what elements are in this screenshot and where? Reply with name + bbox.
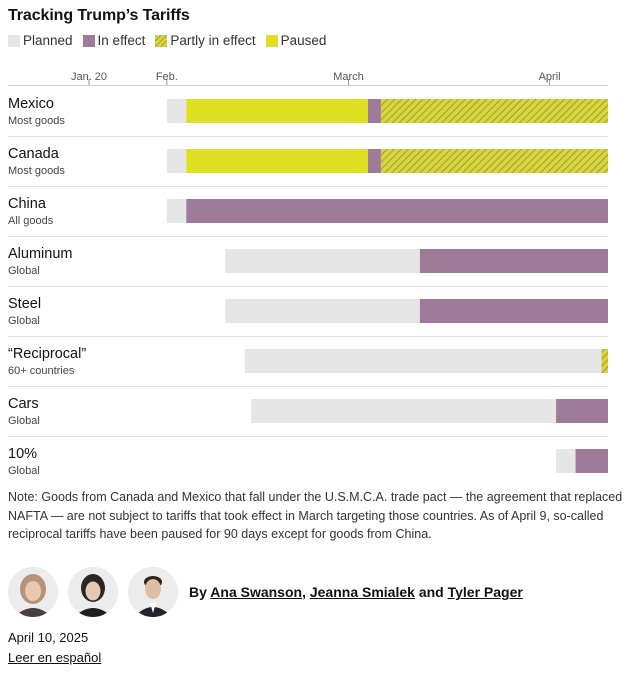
bar-segment-in-effect <box>419 299 608 323</box>
row-label: China <box>8 196 47 212</box>
bar-segment-planned <box>244 349 602 373</box>
row-sublabel: Global <box>8 315 40 327</box>
row-sublabel: Global <box>8 415 40 427</box>
legend-label-planned: Planned <box>23 33 73 48</box>
chart-row: Cars Global <box>8 396 608 437</box>
row-label: Aluminum <box>8 246 72 262</box>
bar-segment-planned <box>225 249 420 273</box>
row-label: Canada <box>8 146 60 162</box>
bar-segment-planned <box>225 299 420 323</box>
row-label: 10% <box>8 446 37 462</box>
bar-segment-partly <box>380 99 608 123</box>
chart-row: China All goods <box>8 196 608 237</box>
byline-separator: , <box>302 584 306 600</box>
bar-segment-planned <box>251 399 557 423</box>
author-link-3[interactable]: Tyler Pager <box>447 584 523 600</box>
chart-rows: Mexico Most goods Canada Most goods China All… <box>8 96 608 477</box>
author-avatar-2[interactable] <box>68 567 118 617</box>
byline-prefix: By <box>189 584 207 600</box>
row-label: “Reciprocal” <box>8 346 86 362</box>
chart-note: Note: Goods from Canada and Mexico that … <box>8 490 623 541</box>
publish-date: April 10, 2025 <box>8 630 89 645</box>
x-axis-tick-label: Feb. <box>156 71 178 83</box>
author-avatar-3[interactable] <box>128 567 178 617</box>
bar-segment-partly <box>380 149 608 173</box>
legend-item-partly: Partly in effect <box>155 33 256 48</box>
legend-item-paused: Paused <box>265 33 327 48</box>
bar-segment-in-effect <box>575 449 608 473</box>
legend-label-partly: Partly in effect <box>170 33 256 48</box>
legend-label-in-effect: In effect <box>97 33 146 48</box>
chart-row: 10% Global <box>8 446 608 477</box>
chart-row: Steel Global <box>8 296 608 337</box>
legend-label-paused: Paused <box>280 33 327 48</box>
bar-segment-in-effect <box>186 199 608 223</box>
legend-swatch-paused <box>265 34 278 47</box>
chart-row: “Reciprocal” 60+ countries <box>8 346 608 387</box>
bar-segment-planned <box>166 99 187 123</box>
row-sublabel: Global <box>8 465 40 477</box>
row-sublabel: Most goods <box>8 115 65 127</box>
bar-segment-planned <box>556 449 576 473</box>
bar-segment-planned <box>166 149 187 173</box>
byline: By Ana Swanson, Jeanna Smialek and Tyler… <box>8 567 523 617</box>
legend: Planned In effect Partly in effect Pause… <box>8 33 336 48</box>
row-label: Cars <box>8 396 39 412</box>
x-axis-tick-label: Jan. 20 <box>71 71 107 83</box>
bar-segment-in-effect <box>556 399 608 423</box>
spanish-language-link[interactable]: Leer en español <box>8 650 102 665</box>
bar-segment-in-effect <box>419 249 608 273</box>
author-photo-icon <box>128 567 178 617</box>
row-sublabel: 60+ countries <box>8 365 75 377</box>
author-photo-icon <box>8 567 58 617</box>
row-label: Mexico <box>8 96 54 112</box>
row-label: Steel <box>8 296 41 312</box>
chart-row: Mexico Most goods <box>8 96 608 137</box>
byline-text: By Ana Swanson, Jeanna Smialek and Tyler… <box>189 584 523 600</box>
legend-item-in-effect: In effect <box>82 33 146 48</box>
row-sublabel: Global <box>8 265 40 277</box>
bar-segment-planned <box>166 199 187 223</box>
author-photo-icon <box>68 567 118 617</box>
x-axis-tick-label: April <box>539 71 561 83</box>
x-axis-tick-label: March <box>333 71 364 83</box>
legend-swatch-planned <box>8 34 20 47</box>
row-sublabel: All goods <box>8 215 54 227</box>
bar-segment-paused <box>186 149 368 173</box>
bar-segment-in-effect <box>367 99 381 123</box>
author-link-2[interactable]: Jeanna Smialek <box>309 584 415 600</box>
legend-swatch-in-effect <box>82 34 95 47</box>
legend-swatch-partly <box>155 34 168 47</box>
chart-row: Aluminum Global <box>8 246 608 287</box>
chart-title: Tracking Trump’s Tariffs <box>8 7 190 24</box>
bar-segment-in-effect <box>367 149 381 173</box>
bar-segment-partly <box>601 349 608 373</box>
author-avatar-1[interactable] <box>8 567 58 617</box>
byline-and: and <box>418 584 444 600</box>
author-link-1[interactable]: Ana Swanson <box>210 584 303 600</box>
legend-item-planned: Planned <box>8 33 73 48</box>
row-sublabel: Most goods <box>8 165 65 177</box>
chart-row: Canada Most goods <box>8 146 608 187</box>
x-axis: Jan. 20 Feb. March April <box>8 71 608 86</box>
bar-segment-paused <box>186 99 368 123</box>
